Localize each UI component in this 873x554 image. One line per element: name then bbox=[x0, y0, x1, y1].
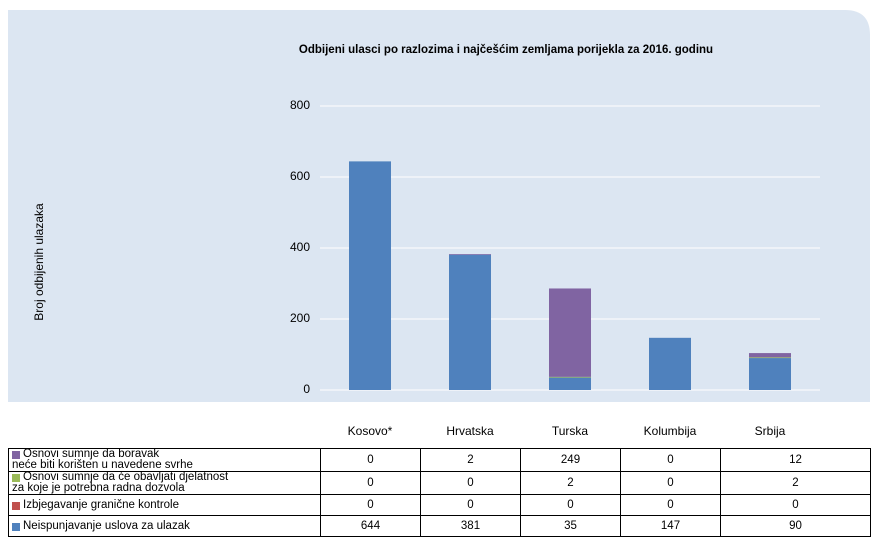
x-tick-label: Hrvatska bbox=[446, 424, 494, 438]
bar-segment bbox=[649, 337, 691, 390]
y-tick-label: 400 bbox=[290, 240, 310, 254]
legend-label: Izbjegavanje granične kontrole bbox=[23, 498, 179, 511]
y-tick-label: 0 bbox=[303, 382, 310, 396]
bar-segment bbox=[449, 254, 491, 390]
y-tick-label: 600 bbox=[290, 169, 310, 183]
bar-segment bbox=[549, 288, 591, 377]
bar-segment bbox=[449, 254, 491, 255]
table-row: Neispunjavanje uslova za ulazak 644 381 35 1… bbox=[8, 515, 871, 537]
chart-title: Odbijeni ulasci po razlozima i najčešćim… bbox=[299, 44, 713, 56]
legend-swatch bbox=[12, 451, 20, 459]
legend-label: Osnovi sumnje da će obavljati djelatnost… bbox=[12, 471, 229, 494]
bar-segment bbox=[749, 353, 791, 358]
legend-entry: Osnovi sumnje da boravak neće biti koriš… bbox=[8, 448, 321, 472]
table-value: 35 bbox=[520, 515, 621, 537]
bar-segment bbox=[749, 358, 791, 390]
table-value: 0 bbox=[420, 471, 521, 495]
table-value: 0 bbox=[720, 494, 871, 516]
data-table: Osnovi sumnje da boravak neće biti koriš… bbox=[8, 448, 871, 537]
table-value: 2 bbox=[520, 471, 621, 495]
table-value: 0 bbox=[420, 494, 521, 516]
x-tick-label: Turska bbox=[552, 424, 589, 438]
table-value: 644 bbox=[320, 515, 421, 537]
legend-label: Neispunjavanje uslova za ulazak bbox=[23, 519, 190, 532]
bar-segment bbox=[749, 357, 791, 359]
table-row: Izbjegavanje granične kontrole 0 0 0 0 0 bbox=[8, 494, 871, 516]
table-value: 12 bbox=[720, 448, 871, 472]
table-value: 147 bbox=[620, 515, 721, 537]
legend-entry: Neispunjavanje uslova za ulazak bbox=[8, 515, 321, 537]
x-tick-label: Kosovo* bbox=[348, 424, 393, 438]
y-tick-label: 800 bbox=[290, 98, 310, 112]
legend-label: Osnovi sumnje da boravak neće biti koriš… bbox=[12, 448, 193, 471]
table-value: 2 bbox=[720, 471, 871, 495]
table-value: 0 bbox=[320, 448, 421, 472]
table-value: 0 bbox=[620, 448, 721, 472]
table-value: 2 bbox=[420, 448, 521, 472]
table-value: 0 bbox=[320, 494, 421, 516]
table-value: 0 bbox=[320, 471, 421, 495]
table-row: Osnovi sumnje da će obavljati djelatnost… bbox=[8, 471, 871, 495]
legend-swatch bbox=[12, 474, 20, 482]
table-value: 0 bbox=[520, 494, 621, 516]
table-value: 0 bbox=[620, 494, 721, 516]
x-tick-label: Srbija bbox=[755, 424, 786, 438]
legend-swatch bbox=[12, 522, 20, 531]
legend-entry: Izbjegavanje granične kontrole bbox=[8, 494, 321, 516]
table-value: 249 bbox=[520, 448, 621, 472]
legend-swatch bbox=[12, 501, 20, 510]
table-row: Osnovi sumnje da boravak neće biti koriš… bbox=[8, 448, 871, 472]
x-tick-label: Kolumbija bbox=[644, 424, 697, 438]
bar-segment bbox=[549, 377, 591, 390]
bar-segment bbox=[349, 161, 391, 390]
y-axis-label: Broj odbijenih ulazaka bbox=[32, 203, 46, 321]
bar-segment bbox=[549, 376, 591, 378]
legend-entry: Osnovi sumnje da će obavljati djelatnost… bbox=[8, 471, 321, 495]
table-value: 381 bbox=[420, 515, 521, 537]
table-value: 0 bbox=[620, 471, 721, 495]
chart-background bbox=[8, 10, 870, 402]
y-tick-label: 200 bbox=[290, 311, 310, 325]
table-value: 90 bbox=[720, 515, 871, 537]
